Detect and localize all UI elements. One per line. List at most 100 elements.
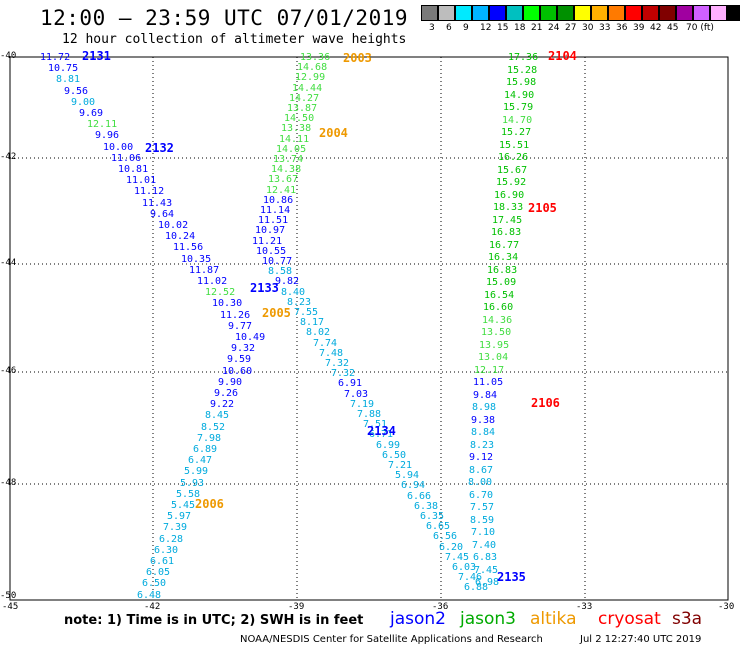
wave-height-value: 11.02 (197, 276, 228, 287)
wave-height-value: 6.83 (473, 552, 498, 563)
wave-height-value: 14.70 (502, 115, 533, 126)
wave-height-value: 11.14 (260, 205, 291, 216)
wave-height-value: 10.02 (158, 220, 189, 231)
wave-height-value: 8.84 (471, 427, 496, 438)
wave-height-value: 5.99 (184, 466, 209, 477)
wave-height-value: 16.54 (484, 290, 515, 301)
color-swatch (455, 5, 472, 21)
wave-height-value: 6.50 (142, 578, 167, 589)
wave-height-value: 11.05 (473, 377, 504, 388)
wave-height-value: 8.58 (268, 266, 293, 277)
color-swatch (625, 5, 642, 21)
wave-height-value: 6.28 (159, 534, 184, 545)
color-swatch (489, 5, 506, 21)
wave-height-value: 9.84 (473, 390, 498, 401)
wave-height-value: 9.59 (227, 354, 252, 365)
color-swatch (727, 5, 740, 21)
wave-height-value: 15.79 (503, 102, 534, 113)
color-swatch (642, 5, 659, 21)
wave-height-value: 10.97 (255, 225, 286, 236)
wave-height-value: 11.87 (189, 265, 220, 276)
wave-height-value: 6.38 (414, 501, 439, 512)
timestamp: Jul 2 12:27:40 UTC 2019 (580, 634, 702, 645)
color-swatch (676, 5, 693, 21)
color-scale-label: 70 (ft) (686, 23, 714, 33)
wave-height-value: 5.94 (395, 470, 420, 481)
wave-height-value: 15.09 (486, 277, 517, 288)
wave-height-value: 7.88 (357, 409, 382, 420)
wave-height-value: 7.19 (350, 399, 375, 410)
latitude-label: -40 (0, 51, 17, 61)
pass-number-2005: 2005 (262, 306, 291, 320)
color-swatch (608, 5, 625, 21)
longitude-label: -45 (2, 602, 19, 612)
pass-number-2134: 2134 (367, 424, 396, 438)
wave-height-value: 7.74 (313, 338, 338, 349)
wave-height-value: 13.38 (281, 123, 312, 134)
wave-height-value: 11.26 (220, 310, 251, 321)
wave-height-value: 9.56 (64, 86, 89, 97)
wave-height-value: 13.36 (300, 52, 331, 63)
color-scale-label: 36 (616, 23, 628, 33)
wave-height-value: 13.04 (478, 352, 509, 363)
wave-height-value: 14.38 (271, 164, 302, 175)
wave-height-value: 14.36 (482, 315, 513, 326)
wave-height-value: 14.05 (276, 144, 307, 155)
wave-height-value: 6.70 (469, 490, 494, 501)
color-swatch (591, 5, 608, 21)
map-title: 12:00 – 23:59 UTC 07/01/2019 (40, 6, 409, 30)
wave-height-value: 12.41 (266, 185, 297, 196)
wave-height-value: 11.01 (126, 175, 157, 186)
wave-height-value: 6.91 (338, 378, 363, 389)
wave-height-value: 6.56 (433, 531, 458, 542)
wave-height-value: 16.60 (483, 302, 514, 313)
wave-height-value: 10.30 (212, 298, 243, 309)
wave-height-value: 6.98 (475, 577, 500, 588)
pass-number-2133: 2133 (250, 281, 279, 295)
pass-number-2105: 2105 (528, 201, 557, 215)
color-scale-label: 24 (548, 23, 560, 33)
wave-height-value: 14.44 (292, 83, 323, 94)
longitude-label: -36 (432, 602, 449, 612)
color-scale-label: 42 (650, 23, 662, 33)
wave-height-value: 7.32 (331, 368, 356, 379)
wave-height-value: 17.36 (508, 52, 539, 63)
grid-lines (10, 57, 728, 600)
wave-height-value: 15.28 (507, 65, 538, 76)
wave-height-value: 15.27 (501, 127, 532, 138)
wave-height-value: 12.17 (474, 365, 505, 376)
wave-height-value: 10.35 (181, 254, 212, 265)
wave-height-value: 7.46 (458, 572, 483, 583)
wave-height-value: 7.32 (325, 358, 350, 369)
wave-height-value: 15.92 (496, 177, 527, 188)
color-swatch (574, 5, 591, 21)
wave-height-value: 11.51 (258, 215, 289, 226)
wave-height-value: 9.77 (228, 321, 253, 332)
wave-height-value: 6.94 (401, 480, 426, 491)
wave-height-value: 8.59 (470, 515, 495, 526)
wave-height-value: 14.11 (279, 134, 310, 145)
wave-height-value: 8.23 (287, 297, 312, 308)
wave-height-value: 8.17 (300, 317, 325, 328)
wave-height-value: 9.64 (150, 209, 175, 220)
wave-height-value: 11.56 (173, 242, 204, 253)
wave-height-value: 12.11 (87, 119, 118, 130)
longitude-label: -30 (718, 602, 735, 612)
wave-height-value: 5.93 (180, 478, 205, 489)
wave-height-value: 10.81 (118, 164, 149, 175)
wave-height-value: 6.99 (376, 440, 401, 451)
color-swatch (472, 5, 489, 21)
wave-height-value: 9.90 (218, 377, 243, 388)
color-scale-label: 39 (633, 23, 645, 33)
color-swatch (693, 5, 710, 21)
wave-height-value: 5.97 (167, 511, 192, 522)
wave-height-value: 9.32 (231, 343, 256, 354)
wave-height-value: 6.20 (439, 542, 464, 553)
wave-height-value: 6.30 (154, 545, 179, 556)
wave-height-value: 15.67 (497, 165, 528, 176)
wave-height-value: 7.48 (319, 348, 344, 359)
wave-height-value: 8.40 (281, 287, 306, 298)
color-scale-label: 33 (599, 23, 611, 33)
wave-height-value: 7.03 (344, 389, 369, 400)
satellite-cryosat: cryosat (598, 609, 661, 629)
